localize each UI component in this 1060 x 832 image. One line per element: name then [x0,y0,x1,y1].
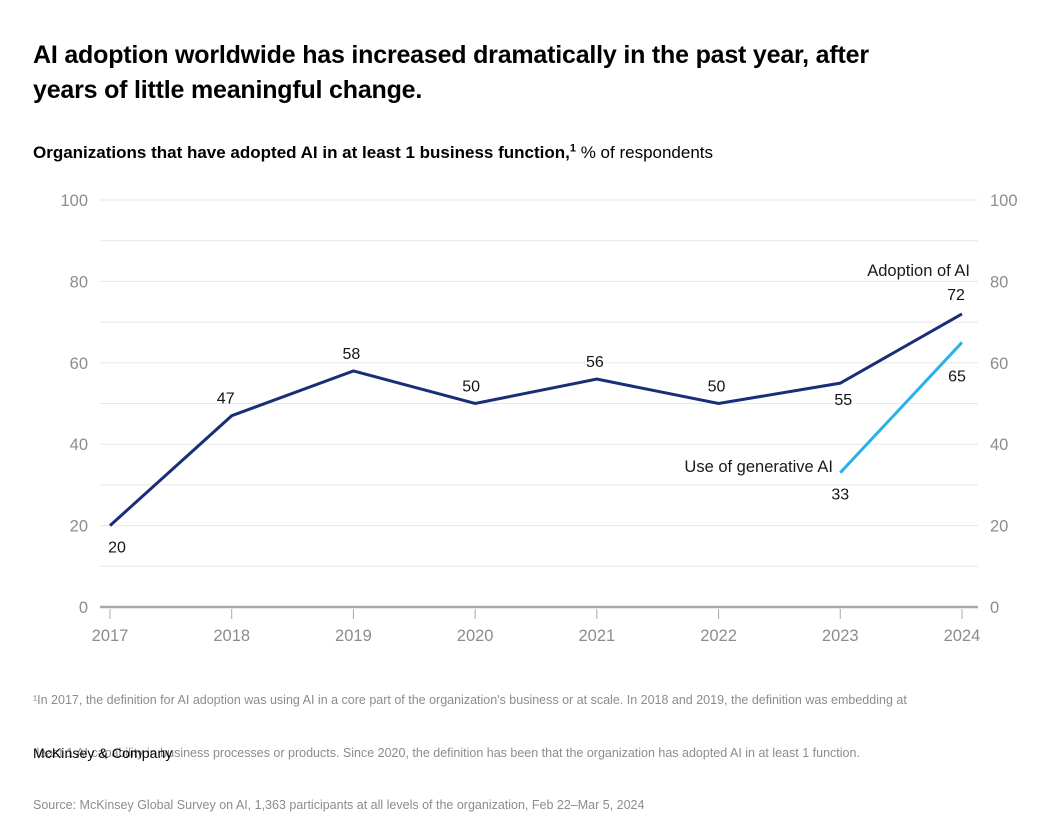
data-label-adoption-of-ai-2019: 58 [343,346,361,363]
series-label-adoption-of-ai: Adoption of AI [867,262,970,280]
mckinsey-logo: McKinsey & Company [33,745,173,761]
y-axis-label-left: 0 [79,599,88,617]
y-axis-label-left: 40 [70,436,88,454]
y-axis-label-right: 40 [990,436,1008,454]
data-label-adoption-of-ai-2023: 55 [834,392,852,409]
y-axis-label-right: 0 [990,599,999,617]
footnote-marker: 1 [569,142,576,155]
data-label-use-of-generative-ai-2023: 33 [831,487,849,504]
page-title: AI adoption worldwide has increased dram… [33,38,1013,108]
chart-subtitle: Organizations that have adopted AI in at… [33,143,1033,163]
y-axis-label-left: 100 [60,192,88,210]
x-axis-year-label: 2017 [92,627,129,645]
data-label-use-of-generative-ai-2024: 65 [948,368,966,385]
x-axis-year-label: 2018 [213,627,250,645]
page-title-line-1: AI adoption worldwide has increased dram… [33,41,869,69]
x-axis-year-label: 2023 [822,627,859,645]
data-label-adoption-of-ai-2017: 20 [108,540,126,557]
footnote: ¹In 2017, the definition for AI adoption… [33,657,1048,832]
data-label-adoption-of-ai-2020: 50 [462,379,480,396]
y-axis-label-right: 80 [990,273,1008,291]
y-axis-label-left: 20 [70,518,88,536]
y-axis-label-right: 20 [990,518,1008,536]
series-label-use-of-generative-ai: Use of generative AI [684,458,833,476]
source-line: Source: McKinsey Global Survey on AI, 1,… [33,798,645,812]
data-label-adoption-of-ai-2021: 56 [586,354,604,371]
line-chart: 0 0 20 20 40 40 60 60 80 80 100 100 2017 2018 2019 2020… [0,185,1060,650]
x-axis-year-label: 2019 [335,627,372,645]
chart-subtitle-bold: Organizations that have adopted AI in at… [33,143,570,162]
x-axis-year-label: 2024 [944,627,981,645]
x-axis-year-label: 2022 [700,627,737,645]
footnote-line-1: ¹In 2017, the definition for AI adoption… [33,693,907,707]
series-line-adoption-of-ai [108,312,963,527]
data-label-adoption-of-ai-2024: 72 [947,287,965,304]
chart-subtitle-units: % of respondents [575,143,714,162]
page-title-line-2: years of little meaningful change. [33,76,423,104]
y-axis-label-left: 60 [70,355,88,373]
x-axis-year-label: 2020 [457,627,494,645]
series-line-use-of-generative-ai [839,341,964,474]
y-axis-label-left: 80 [70,273,88,291]
data-label-adoption-of-ai-2018: 47 [217,391,235,408]
y-axis-label-right: 100 [990,192,1018,210]
footnote-line-2: least 1 AI capability in business proces… [33,745,860,760]
x-axis-year-label: 2021 [578,627,615,645]
data-label-adoption-of-ai-2022: 50 [708,379,726,396]
y-axis-label-right: 60 [990,355,1008,373]
